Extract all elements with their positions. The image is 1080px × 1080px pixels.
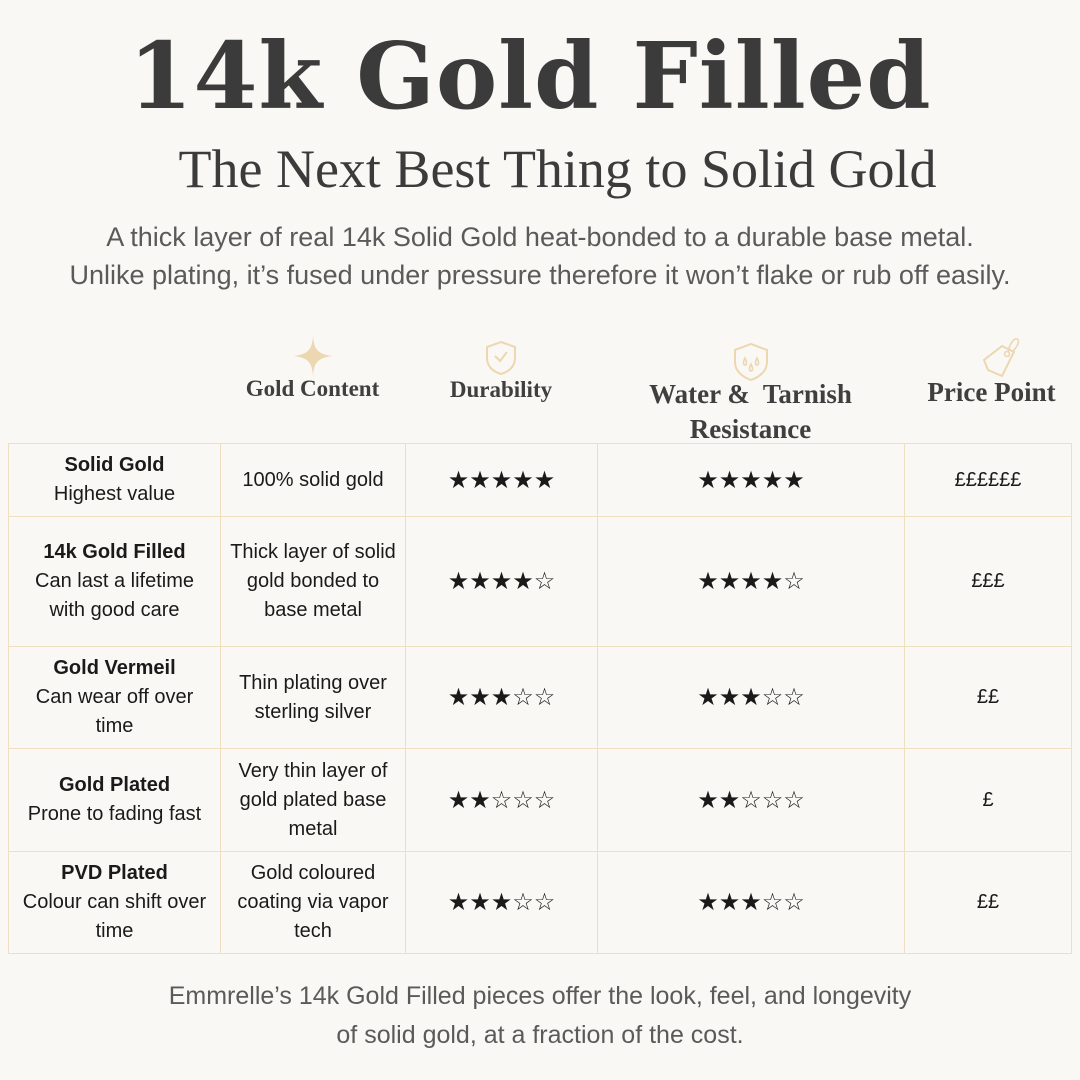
column-header-gold-content: Gold Content — [245, 376, 380, 401]
gold-content-cell: 100% solid gold — [220, 443, 406, 517]
table-row: 14k Gold Filled Can last a lifetime with … — [8, 516, 1072, 647]
intro-line-1: A thick layer of real 14k Solid Gold hea… — [106, 222, 974, 252]
table-row: Gold Plated Prone to fading fast Very thin… — [8, 748, 1072, 852]
intro-line-2: Unlike plating, it’s fused under pressur… — [69, 260, 1011, 290]
column-header-line-1: Water & Tarnish — [649, 379, 852, 409]
footer-line-2: of solid gold, at a fraction of the cost… — [336, 1021, 744, 1049]
gold-content-cell: Gold coloured coating via vapor tech — [220, 851, 406, 954]
durability-rating: ★★★☆☆ — [405, 851, 598, 954]
type-name: Gold Plated — [58, 774, 171, 796]
shield-drops-icon — [734, 342, 768, 382]
gold-content-cell: Thin plating over sterling silver — [220, 646, 406, 749]
type-description: Highest value — [53, 483, 176, 505]
price-tag-icon — [982, 337, 1020, 378]
comparison-table: Solid Gold Highest value 100% solid gold ★★… — [8, 443, 1072, 954]
type-cell: Gold Vermeil Can wear off over time — [8, 646, 221, 749]
type-name: Gold Vermeil — [53, 657, 176, 679]
durability-rating: ★★★★★ — [405, 443, 598, 517]
type-name: Solid Gold — [64, 454, 165, 476]
price-point-cell: ££ — [904, 851, 1072, 954]
type-description: Can wear off over time — [35, 686, 194, 737]
water-tarnish-rating: ★★★☆☆ — [597, 851, 905, 954]
table-row: PVD Plated Colour can shift over time Gold… — [8, 851, 1072, 954]
column-header-price-point: Price Point — [927, 377, 1056, 407]
durability-rating: ★★★★☆ — [405, 516, 598, 647]
price-point-cell: £ — [904, 748, 1072, 852]
water-tarnish-rating: ★★★☆☆ — [597, 646, 905, 749]
water-tarnish-rating: ★★★★☆ — [597, 516, 905, 647]
gold-content-cell: Thick layer of solid gold bonded to base… — [220, 516, 406, 647]
water-tarnish-rating: ★★★★★ — [597, 443, 905, 517]
type-cell: Gold Plated Prone to fading fast — [8, 748, 221, 852]
gold-content-cell: Very thin layer of gold plated base meta… — [220, 748, 406, 852]
price-point-cell: ££££££ — [904, 443, 1072, 517]
type-description: Can last a lifetime with good care — [35, 570, 194, 621]
shield-check-icon — [486, 340, 516, 376]
footer-line-1: Emmrelle’s 14k Gold Filled pieces offer … — [168, 982, 912, 1010]
type-cell: PVD Plated Colour can shift over time — [8, 851, 221, 954]
price-point-cell: £££ — [904, 516, 1072, 647]
water-tarnish-rating: ★★☆☆☆ — [597, 748, 905, 852]
durability-rating: ★★☆☆☆ — [405, 748, 598, 852]
page-title: 14k Gold Filled — [128, 22, 932, 130]
type-name: PVD Plated — [61, 862, 168, 884]
type-cell: Solid Gold Highest value — [8, 443, 221, 517]
durability-rating: ★★★☆☆ — [405, 646, 598, 749]
table-row: Solid Gold Highest value 100% solid gold ★★… — [8, 443, 1072, 517]
type-description: Colour can shift over time — [22, 891, 207, 942]
page-subtitle: The Next Best Thing to Solid Gold — [178, 139, 937, 199]
column-header-line-2: Resistance — [689, 414, 812, 444]
type-description: Prone to fading fast — [27, 803, 202, 825]
type-name: 14k Gold Filled — [43, 541, 186, 563]
table-row: Gold Vermeil Can wear off over time Thin p… — [8, 646, 1072, 749]
type-cell: 14k Gold Filled Can last a lifetime with … — [8, 516, 221, 647]
sparkle-icon — [294, 336, 332, 376]
price-point-cell: ££ — [904, 646, 1072, 749]
column-header-durability: Durability — [449, 377, 553, 402]
column-header-water-tarnish: Water & Tarnish Resistance — [597, 377, 904, 447]
